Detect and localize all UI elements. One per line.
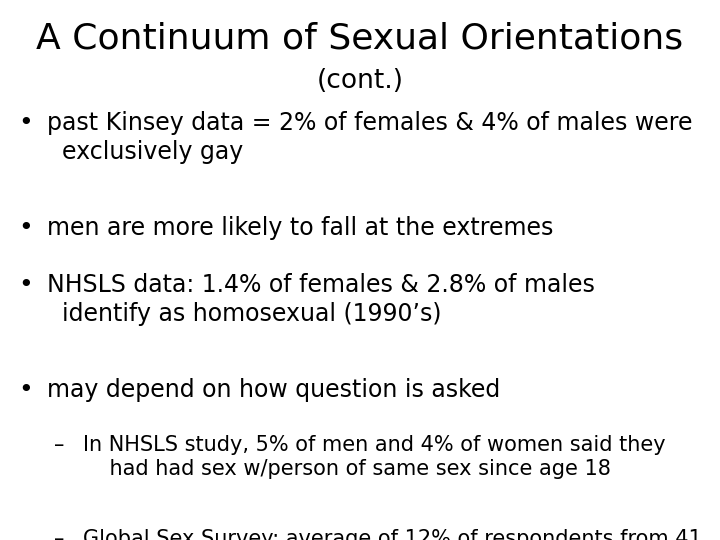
Text: •: • — [18, 216, 32, 240]
Text: •: • — [18, 111, 32, 134]
Text: In NHSLS study, 5% of men and 4% of women said they
    had had sex w/person of : In NHSLS study, 5% of men and 4% of wome… — [83, 435, 665, 480]
Text: past Kinsey data = 2% of females & 4% of males were
  exclusively gay: past Kinsey data = 2% of females & 4% of… — [47, 111, 693, 164]
Text: –: – — [54, 529, 64, 540]
Text: –: – — [54, 435, 64, 455]
Text: may depend on how question is asked: may depend on how question is asked — [47, 378, 500, 402]
Text: Global Sex Survey: average of 12% of respondents from 41
    countries said they: Global Sex Survey: average of 12% of res… — [83, 529, 701, 540]
Text: A Continuum of Sexual Orientations: A Continuum of Sexual Orientations — [37, 22, 683, 56]
Text: •: • — [18, 378, 32, 402]
Text: (cont.): (cont.) — [317, 68, 403, 93]
Text: •: • — [18, 273, 32, 296]
Text: NHSLS data: 1.4% of females & 2.8% of males
  identify as homosexual (1990’s): NHSLS data: 1.4% of females & 2.8% of ma… — [47, 273, 595, 326]
Text: men are more likely to fall at the extremes: men are more likely to fall at the extre… — [47, 216, 553, 240]
